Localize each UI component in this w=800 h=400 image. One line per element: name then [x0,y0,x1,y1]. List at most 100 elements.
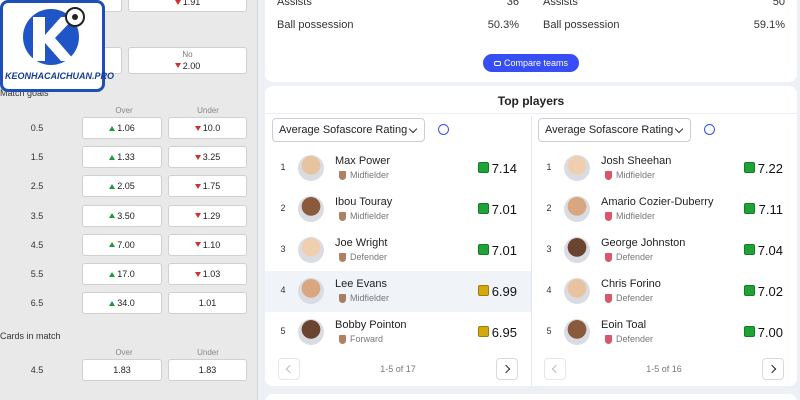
stat-value: 36 [506,0,519,8]
player-row[interactable]: 2 Ibou Touray Midfielder 7.01 [265,189,531,230]
rating-dropdown[interactable]: Average Sofascore Rating [272,118,425,142]
odds-button[interactable]: 1.91 [128,0,247,12]
odds-button[interactable]: 1.83 [82,359,162,381]
player-rating: 7.01 [491,202,517,217]
trend-arrow [109,213,116,219]
logo-mark [23,7,85,65]
player-rating: 7.00 [757,325,783,340]
dropdown-chevron [408,124,418,134]
odds-button[interactable]: 34.0 [82,292,162,315]
player-avatar [564,237,590,263]
odds-button[interactable]: 1.01 [168,292,247,315]
rating-dropdown[interactable]: Average Sofascore Rating [538,118,691,142]
player-position: Defender [616,334,654,344]
prev-page-button[interactable] [544,358,566,380]
player-row[interactable]: 3 George Johnston Defender 7.04 [531,230,797,271]
trend-arrow [194,271,201,277]
odds-value: 3.25 [202,152,221,163]
trend-arrow [174,0,181,5]
player-name: Eoin Toal [601,319,647,331]
player-row[interactable]: 4 Chris Forino Defender 7.02 [531,271,797,312]
player-position: Midfielder [350,211,390,221]
player-rating: 7.14 [491,161,517,176]
player-position: Midfielder [350,293,390,303]
rating-badge [744,326,755,337]
player-position: Defender [616,293,654,303]
player-avatar [298,278,324,304]
odds-button[interactable]: 2.05 [82,175,162,198]
odds-value: 1.33 [117,152,135,163]
odds-button[interactable]: 3.25 [168,146,247,169]
stat-label: Ball possession [277,19,354,31]
player-row[interactable]: 1 Max Power Midfielder 7.14 [265,148,531,189]
compare-icon [493,60,501,66]
player-row[interactable]: 5 Eoin Toal Defender 7.00 [531,312,797,353]
dropdown-label: Average Sofascore Rating [545,124,674,136]
odds-button[interactable]: 17.0 [82,263,162,285]
info-icon[interactable] [704,124,715,135]
line-label: 2.5 [30,181,44,192]
odds-value: 1.75 [202,181,221,192]
odds-value: 1.06 [117,123,135,133]
odds-button[interactable]: 7.00 [82,233,162,256]
odds-button[interactable]: 1.10 [168,233,247,256]
trend-arrow [194,242,201,248]
player-rating: 7.22 [757,161,783,176]
club-badge [605,335,612,344]
rating-badge [478,203,489,214]
divider [265,113,797,114]
odds-value: 17.0 [117,269,135,279]
player-row[interactable]: 3 Joe Wright Defender 7.01 [265,230,531,271]
player-rating: 7.01 [491,243,517,258]
odds-value: 1.29 [202,210,221,221]
top-players-card: Top players Average Sofascore Rating 1 Max … [265,86,797,386]
section-title: Match goals [0,88,49,98]
odds-button[interactable]: 2.00 No [128,47,247,74]
player-rank: 5 [280,326,286,336]
player-rating: 6.99 [491,284,517,299]
player-avatar [564,196,590,222]
column-header: Under [197,348,219,357]
odds-value: 1.03 [202,269,221,279]
odds-button[interactable]: 1.29 [168,204,247,227]
compare-button[interactable]: Compare teams [483,54,579,72]
logo: KEONHACAICHUAN.PRO [0,0,114,92]
trend-arrow [194,125,201,131]
player-row[interactable]: 5 Bobby Pointon Forward 6.95 [265,312,531,353]
player-name: Josh Sheehan [601,155,672,167]
odds-value: 2.05 [117,181,135,192]
player-name: Bobby Pointon [335,319,407,331]
trend-arrow [109,183,116,189]
next-page-button[interactable] [762,358,784,380]
odds-button[interactable]: 3.50 [82,204,162,227]
odds-button[interactable]: 1.83 [168,359,247,381]
trend-arrow [194,183,201,189]
rating-badge [744,244,755,255]
odds-button[interactable]: 1.06 [82,117,162,139]
odds-button[interactable]: 1.33 [82,146,162,169]
team-stats-card: Assists 36 Ball possession 50.3% Assists 50 Ba… [265,0,797,82]
line-label: 4.5 [30,365,44,375]
club-badge [339,253,346,262]
prev-page-button[interactable] [278,358,300,380]
odds-value: 1.01 [198,298,217,309]
player-name: Ibou Touray [335,196,393,208]
odds-button[interactable]: 10.0 [168,117,247,139]
odds-button[interactable]: 1.75 [168,175,247,198]
club-badge [339,171,346,180]
rating-badge [744,285,755,296]
rating-badge [478,326,489,337]
stat-label: Ball possession [543,19,620,31]
player-row[interactable]: 1 Josh Sheehan Midfielder 7.22 [531,148,797,189]
rating-badge [744,203,755,214]
column-header: Under [197,106,219,115]
stat-value: 50.3% [487,19,519,31]
trend-arrow [109,154,116,160]
player-row[interactable]: 4 Lee Evans Midfielder 6.99 [265,271,531,312]
odds-button[interactable]: 1.03 [168,263,247,285]
info-icon[interactable] [438,124,449,135]
next-page-button[interactable] [496,358,518,380]
odds-label: No [182,50,193,59]
player-rank: 2 [546,203,552,213]
player-row[interactable]: 2 Amario Cozier-Duberry Midfielder 7.11 [531,189,797,230]
